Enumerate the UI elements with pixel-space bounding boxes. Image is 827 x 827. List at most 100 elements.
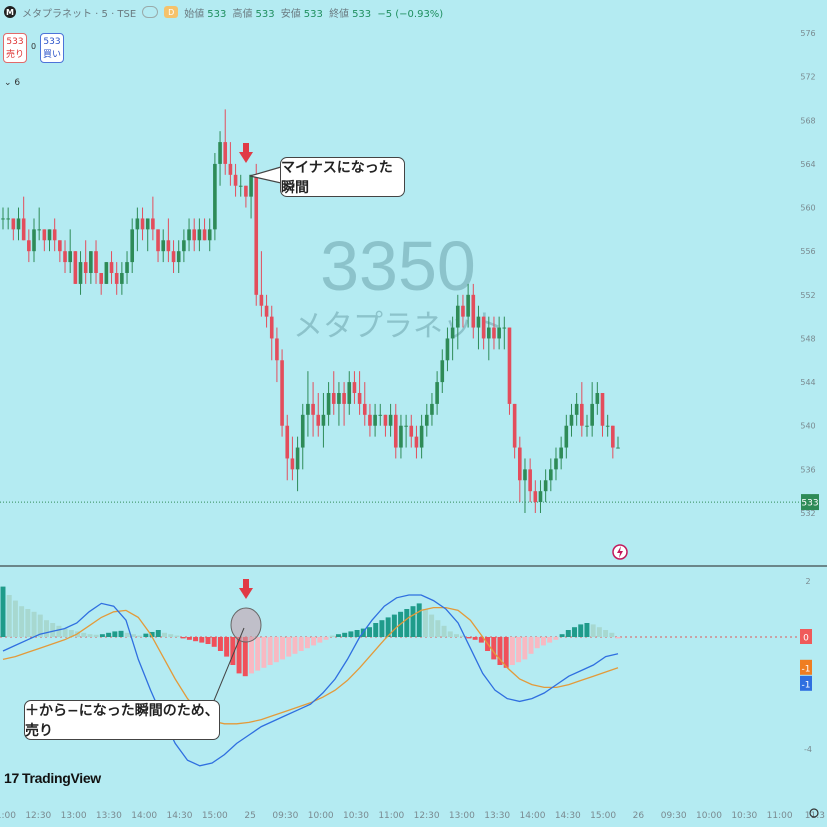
candle-body	[507, 327, 512, 404]
candle-body	[47, 229, 52, 241]
macd-histogram-bar	[429, 614, 435, 637]
high-label: 高値	[232, 8, 253, 20]
macd-histogram-bar	[118, 630, 124, 637]
candle-body	[378, 414, 383, 416]
macd-histogram-bar	[68, 630, 74, 637]
candle-body	[549, 469, 553, 481]
macd-histogram-bar	[367, 627, 372, 637]
tradingview-name: TradingView	[21, 770, 101, 786]
price-tick-label: 552	[800, 291, 815, 300]
candle-body	[151, 218, 155, 230]
candle-body	[368, 414, 372, 426]
macd-histogram-bar	[137, 635, 143, 637]
macd-histogram-bar	[503, 637, 509, 668]
candle-body	[114, 273, 119, 284]
candle-body	[1, 218, 5, 220]
macd-histogram-bar	[528, 637, 534, 654]
macd-histogram-bar	[348, 631, 354, 637]
macd-histogram-bar	[522, 637, 528, 660]
macd-histogram-bar	[385, 617, 391, 637]
macd-histogram-bar	[435, 620, 441, 637]
macd-line	[2, 594, 619, 767]
candle-body	[316, 414, 321, 426]
candle-body	[512, 403, 517, 448]
macd-histogram-bar	[106, 632, 112, 637]
tradingview-logo: 17 TradingView	[4, 770, 101, 786]
candle-body	[409, 425, 414, 437]
candle-body	[73, 251, 78, 284]
candle-body	[218, 142, 222, 164]
time-axis[interactable]: 11:00 12:30 13:00 13:30 14:00 14:30 15:00 25 09:…	[0, 811, 825, 821]
sell-label: 売り	[5, 50, 24, 60]
candle-body	[311, 403, 315, 415]
macd-histogram-bar	[56, 625, 62, 637]
settings-icon[interactable]	[809, 808, 819, 818]
candle-body	[424, 414, 429, 426]
macd-histogram-bar	[292, 637, 298, 654]
candle-body	[264, 305, 269, 317]
candle-body	[11, 218, 16, 230]
candle-body	[455, 305, 460, 328]
candle-body	[213, 163, 217, 230]
candle-body	[99, 273, 104, 284]
sell-arrow-top	[239, 143, 253, 163]
price-tick-label: 568	[800, 116, 815, 125]
time-tick-label: 11:00	[767, 811, 793, 821]
watermark-code: 3350	[320, 227, 476, 305]
macd-histogram-bar	[149, 631, 155, 637]
eye-icon[interactable]	[142, 6, 159, 18]
sell-button[interactable]: 533 売り	[3, 33, 27, 63]
macd-tick-label: 2	[805, 577, 810, 586]
macd-histogram-bar	[373, 623, 379, 637]
indicator-toggle[interactable]: ⌄ 6	[4, 78, 21, 88]
macd-histogram-bar	[162, 632, 167, 637]
candle-body	[414, 436, 419, 448]
buy-button[interactable]: 533 買い	[40, 33, 64, 63]
candle-body	[466, 294, 470, 317]
macd-axis: 20-40-1-1	[800, 577, 812, 754]
macd-histogram-bar	[342, 632, 348, 637]
macd-histogram-bar	[323, 637, 329, 640]
candle-body	[435, 382, 439, 404]
macd-histogram-bar	[217, 637, 223, 651]
candle-body	[373, 414, 377, 426]
macd-histogram-bar	[572, 627, 577, 637]
candle-body	[580, 403, 584, 426]
alert-icon[interactable]	[612, 544, 628, 560]
candle-body	[16, 218, 21, 230]
candle-body	[187, 229, 191, 241]
candle-body	[533, 491, 538, 503]
candle-body	[300, 414, 305, 448]
time-tick-label: 09:30	[661, 811, 687, 821]
macd-histogram-bar	[99, 634, 105, 637]
bottom-callout-pointer	[212, 627, 245, 704]
candle-body	[269, 316, 274, 339]
symbol-title[interactable]: メタプラネット · 5 · TSE	[22, 8, 137, 20]
macd-histogram-bar	[205, 637, 211, 644]
macd-histogram-bar	[261, 637, 267, 668]
candle-body	[228, 163, 233, 175]
time-tick-label: 13:30	[96, 811, 122, 821]
macd-histogram-bar	[286, 637, 292, 657]
symbol-logo-icon: M	[4, 6, 16, 18]
macd-histogram-bar	[168, 634, 174, 637]
macd-histogram-bar	[603, 630, 609, 637]
signal-line	[2, 606, 619, 725]
macd-histogram-bar	[81, 632, 87, 637]
dividend-badge[interactable]: D	[164, 6, 179, 18]
macd-histogram-bar	[609, 632, 615, 637]
candle-body	[471, 294, 476, 328]
bottom-callout: ＋から−になった瞬間のため、売り	[24, 700, 220, 740]
macd-histogram-bar	[37, 614, 43, 637]
price-tick-label: 576	[800, 29, 815, 38]
price-tick-label: 536	[800, 465, 815, 474]
time-tick-label: 14:30	[167, 811, 193, 821]
time-tick-label: 11:3	[805, 811, 825, 821]
candle-body	[502, 327, 507, 329]
macd-histogram-bar	[391, 614, 397, 637]
price-tick-label: 556	[800, 247, 815, 256]
macd-histogram-bar	[410, 606, 416, 637]
candle-body	[78, 262, 83, 284]
macd-histogram-bar	[224, 637, 230, 657]
